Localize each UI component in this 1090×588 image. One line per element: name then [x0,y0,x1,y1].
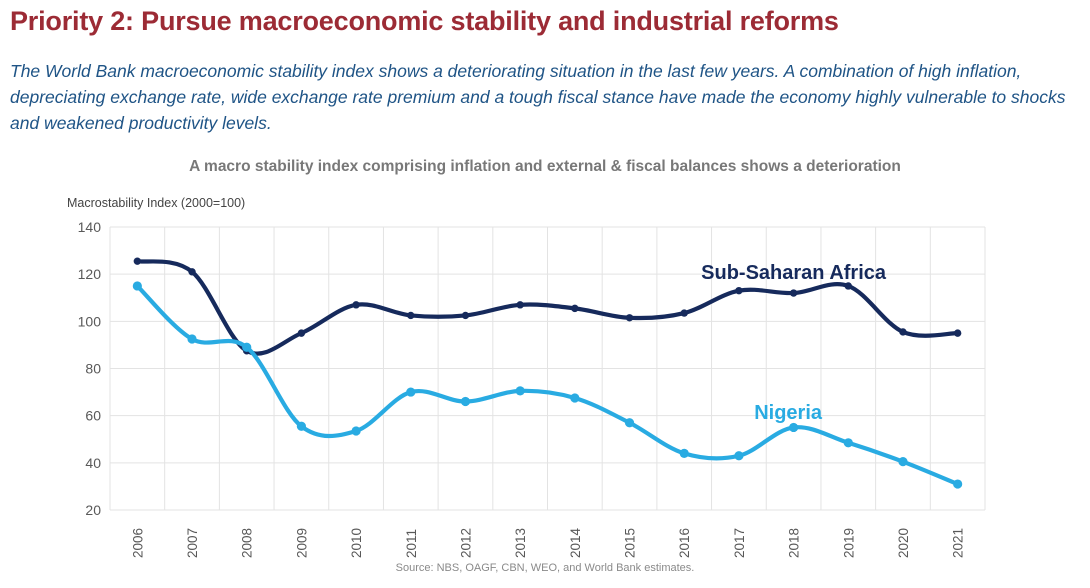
x-axis-tick-labels: 2006 2007 2008 2009 2010 2011 2012 2013 2014 2015… [130,527,965,558]
svg-text:120: 120 [78,266,102,282]
svg-text:2021: 2021 [951,528,966,558]
svg-text:20: 20 [85,502,101,518]
page-subtitle: The World Bank macroeconomic stability i… [10,61,1066,133]
svg-text:2017: 2017 [732,528,747,558]
svg-text:2012: 2012 [458,528,473,558]
svg-text:40: 40 [85,455,101,471]
svg-text:100: 100 [78,313,102,329]
svg-text:2020: 2020 [896,528,911,558]
svg-text:2011: 2011 [404,529,419,558]
svg-text:60: 60 [85,408,101,424]
svg-text:2018: 2018 [787,528,802,558]
svg-text:2007: 2007 [185,528,200,558]
chart-title: A macro stability index comprising infla… [189,158,901,175]
gridlines [109,226,986,511]
svg-text:2015: 2015 [623,528,638,558]
svg-text:2006: 2006 [130,528,145,558]
svg-text:2016: 2016 [677,528,692,558]
chart-source-note: Source: NBS, OAGF, CBN, WEO, and World B… [395,562,695,574]
svg-text:2008: 2008 [240,528,255,558]
y-axis-tick-labels: 20 40 60 80 100 120 140 [78,219,102,518]
series-markers-nigeria [132,281,963,489]
macro-stability-chart: 20 40 60 80 100 120 140 2006 2007 2008 2009 2010 201… [78,219,986,558]
y-axis-unit-label: Macrostability Index (2000=100) [67,196,246,210]
series-line-nigeria [135,283,960,487]
series-label-nigeria: Nigeria [754,402,823,424]
series-line-ssa [135,259,960,356]
svg-text:2013: 2013 [513,528,528,558]
svg-text:2010: 2010 [349,528,364,558]
svg-text:80: 80 [85,361,101,377]
svg-text:2019: 2019 [841,528,856,558]
series-label-ssa: Sub-Saharan Africa [701,262,887,284]
page-title: Priority 2: Pursue macroeconomic stabili… [10,6,839,36]
svg-text:2014: 2014 [568,527,583,558]
svg-text:140: 140 [78,219,102,235]
svg-text:2009: 2009 [294,528,309,558]
